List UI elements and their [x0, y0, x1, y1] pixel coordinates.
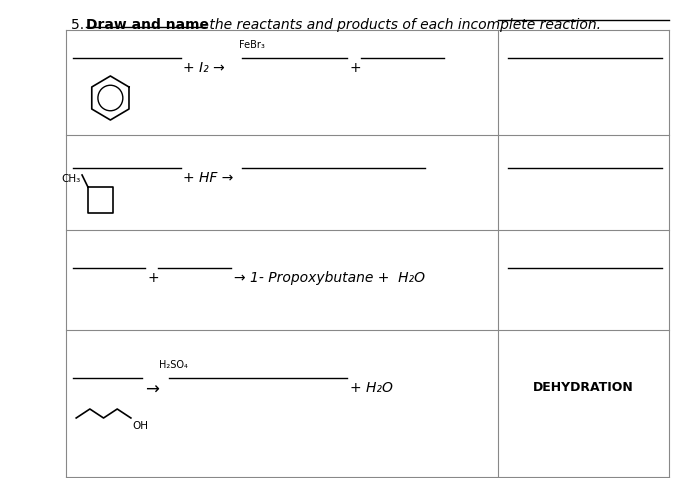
Text: + H₂O: + H₂O: [350, 381, 393, 395]
Text: + I₂ →: + I₂ →: [183, 61, 225, 75]
Text: CH₃: CH₃: [62, 174, 81, 184]
Text: the reactants and products of each incomplete reaction.: the reactants and products of each incom…: [205, 18, 601, 32]
Text: + HF →: + HF →: [183, 171, 233, 185]
Text: +: +: [350, 61, 361, 75]
Text: +: +: [148, 271, 159, 285]
Text: H₂SO₄: H₂SO₄: [160, 360, 188, 370]
Text: FeBr₃: FeBr₃: [239, 40, 265, 50]
Text: Draw and name: Draw and name: [86, 18, 209, 32]
Text: 5.: 5.: [71, 18, 89, 32]
Text: OH: OH: [133, 421, 149, 431]
Text: → 1- Propoxybutane +  H₂O: → 1- Propoxybutane + H₂O: [234, 271, 426, 285]
Text: DEHYDRATION: DEHYDRATION: [533, 381, 634, 394]
Text: →: →: [145, 381, 158, 399]
